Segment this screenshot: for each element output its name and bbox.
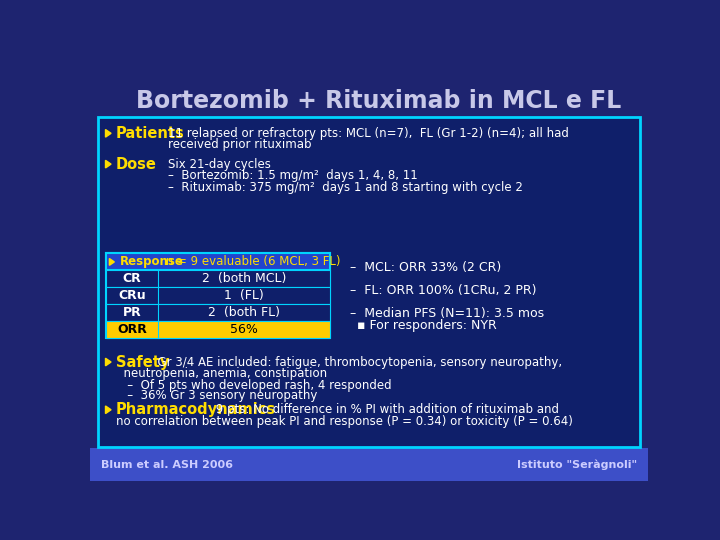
Polygon shape bbox=[109, 259, 114, 265]
Text: Gr 3/4 AE included: fatigue, thrombocytopenia, sensory neuropathy,: Gr 3/4 AE included: fatigue, thrombocyto… bbox=[150, 355, 562, 368]
Text: Six 21-day cycles: Six 21-day cycles bbox=[168, 158, 271, 171]
Text: Bortezomib + Rituximab in MCL e FL: Bortezomib + Rituximab in MCL e FL bbox=[137, 89, 622, 113]
Bar bbox=[98, 117, 640, 447]
Text: Blum et al. ASH 2006: Blum et al. ASH 2006 bbox=[101, 460, 233, 470]
Polygon shape bbox=[106, 130, 111, 137]
Text: 56%: 56% bbox=[230, 323, 258, 336]
Text: –  Bortezomib: 1.5 mg/m²  days 1, 4, 8, 11: – Bortezomib: 1.5 mg/m² days 1, 4, 8, 11 bbox=[168, 169, 418, 182]
Polygon shape bbox=[106, 358, 111, 366]
Text: CRu: CRu bbox=[118, 289, 145, 302]
Text: 9 pts: No difference in % PI with addition of rituximab and: 9 pts: No difference in % PI with additi… bbox=[212, 403, 559, 416]
Text: ORR: ORR bbox=[117, 323, 147, 336]
Text: –  MCL: ORR 33% (2 CR): – MCL: ORR 33% (2 CR) bbox=[350, 261, 501, 274]
Text: no correlation between peak PI and response (P = 0.34) or toxicity (P = 0.64): no correlation between peak PI and respo… bbox=[116, 415, 572, 428]
Text: Patients: Patients bbox=[116, 126, 184, 141]
Text: –  FL: ORR 100% (1CRu, 2 PR): – FL: ORR 100% (1CRu, 2 PR) bbox=[350, 284, 536, 297]
Bar bbox=[106, 271, 330, 287]
Text: –  Rituximab: 375 mg/m²  days 1 and 8 starting with cycle 2: – Rituximab: 375 mg/m² days 1 and 8 star… bbox=[168, 181, 523, 194]
Text: Pharmacodynamics: Pharmacodynamics bbox=[116, 402, 276, 417]
Text: 11 relapsed or refractory pts: MCL (n=7),  FL (Gr 1-2) (n=4); all had: 11 relapsed or refractory pts: MCL (n=7)… bbox=[168, 127, 568, 140]
Text: Safety: Safety bbox=[116, 355, 169, 369]
Bar bbox=[106, 253, 330, 271]
Bar bbox=[106, 304, 330, 321]
Text: –  36% Gr 3 sensory neuropathy: – 36% Gr 3 sensory neuropathy bbox=[116, 389, 317, 402]
Text: –  Median PFS (N=11): 3.5 mos: – Median PFS (N=11): 3.5 mos bbox=[350, 307, 544, 320]
Text: n = 9 evaluable (6 MCL, 3 FL): n = 9 evaluable (6 MCL, 3 FL) bbox=[162, 255, 341, 268]
Bar bbox=[106, 253, 330, 338]
Text: received prior rituximab: received prior rituximab bbox=[168, 138, 311, 151]
Bar bbox=[106, 287, 330, 304]
Text: Dose: Dose bbox=[116, 157, 156, 172]
Bar bbox=[90, 448, 648, 481]
Polygon shape bbox=[106, 160, 111, 168]
Text: PR: PR bbox=[122, 306, 141, 319]
Text: ▪ For responders: NYR: ▪ For responders: NYR bbox=[357, 319, 497, 332]
Text: Istituto "Seràgnoli": Istituto "Seràgnoli" bbox=[517, 460, 637, 470]
Text: –  Of 5 pts who developed rash, 4 responded: – Of 5 pts who developed rash, 4 respond… bbox=[116, 379, 391, 392]
Text: neutropenia, anemia, constipation: neutropenia, anemia, constipation bbox=[116, 367, 327, 380]
Text: 2  (both MCL): 2 (both MCL) bbox=[202, 272, 287, 285]
Text: 1  (FL): 1 (FL) bbox=[225, 289, 264, 302]
Text: CR: CR bbox=[122, 272, 141, 285]
Text: Response: Response bbox=[120, 255, 184, 268]
Bar bbox=[106, 321, 330, 338]
Polygon shape bbox=[106, 406, 111, 414]
Bar bbox=[90, 65, 648, 115]
Text: 2  (both FL): 2 (both FL) bbox=[208, 306, 280, 319]
